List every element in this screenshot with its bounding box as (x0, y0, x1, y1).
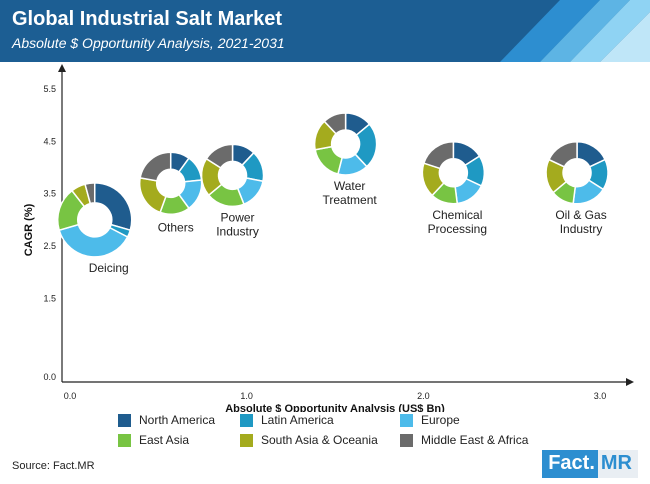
bubble-chart: 0.0 1.5 2.5 3.5 4.5 5.5 0.0 1.0 2.0 3.0 Absolute $… (23, 64, 634, 412)
legend-label: East Asia (139, 433, 190, 447)
legend-item: North America (118, 412, 215, 428)
y-tick-label: 0.0 (43, 372, 56, 382)
legend-item: Middle East & Africa (400, 432, 528, 448)
legend-swatch (400, 433, 413, 447)
legend-label: Latin America (261, 413, 334, 427)
y-tick-label: 3.5 (43, 189, 56, 199)
point-label: Others (158, 220, 194, 234)
donut-segment (205, 143, 234, 169)
donut-segment (323, 112, 347, 135)
donut-segment (547, 141, 578, 168)
legend-label: Middle East & Africa (421, 433, 529, 447)
donut-segment (422, 141, 455, 170)
donut-segment (58, 223, 129, 258)
source-note: Source: Fact.MR (12, 460, 95, 472)
donut-segment (139, 151, 172, 182)
point-label: Treatment (322, 193, 377, 207)
donut-segment (138, 177, 167, 214)
legend-label: North America (139, 413, 216, 427)
header-banner: Global Industrial Salt Market Absolute $… (0, 0, 650, 62)
page-title: Global Industrial Salt Market (12, 8, 283, 30)
donut-segment (84, 182, 96, 205)
donut-segment (93, 182, 133, 232)
point-label: Chemical (432, 208, 482, 222)
x-tick-label: 3.0 (594, 391, 607, 401)
x-axis-label: Absolute $ Opportunity Analysis (US$ Bn) (225, 403, 445, 412)
y-tick-label: 2.5 (43, 241, 56, 251)
x-axis-arrow (626, 378, 634, 386)
logo-part-fact: Fact. (542, 450, 598, 478)
legend-item: Europe (400, 412, 460, 428)
legend-swatch (118, 433, 131, 447)
legend-item: South Asia & Oceania (240, 432, 378, 448)
point-label: Industry (216, 224, 259, 238)
legend-item: Latin America (240, 412, 334, 428)
y-axis-label: CAGR (%) (23, 203, 35, 256)
chart-legend: North America Latin America Europe East Asi… (118, 412, 578, 452)
legend-label: Europe (421, 413, 460, 427)
x-tick-label: 1.0 (240, 391, 253, 401)
y-tick-label: 4.5 (43, 136, 56, 146)
legend-swatch (240, 433, 253, 447)
page-subtitle: Absolute $ Opportunity Analysis, 2021-20… (12, 35, 285, 51)
point-label: Deicing (89, 261, 129, 275)
legend-swatch (240, 413, 253, 427)
point-label: Industry (560, 222, 603, 236)
point-label: Oil & Gas (555, 208, 606, 222)
factmr-logo: Fact. MR (542, 450, 638, 478)
y-axis-arrow (58, 64, 66, 72)
point-label: Processing (428, 222, 487, 236)
legend-label: South Asia & Oceania (261, 433, 378, 447)
donut-segment (314, 145, 344, 175)
legend-swatch (400, 413, 413, 427)
header-background (0, 0, 650, 62)
y-tick-label: 5.5 (43, 84, 56, 94)
x-tick-label: 0.0 (64, 391, 77, 401)
x-tick-label: 2.0 (417, 391, 430, 401)
legend-item: East Asia (118, 432, 189, 448)
y-tick-label: 1.5 (43, 293, 56, 303)
point-label: Water (334, 179, 366, 193)
point-label: Power (221, 210, 255, 224)
logo-part-mr: MR (597, 450, 638, 478)
legend-swatch (118, 413, 131, 427)
